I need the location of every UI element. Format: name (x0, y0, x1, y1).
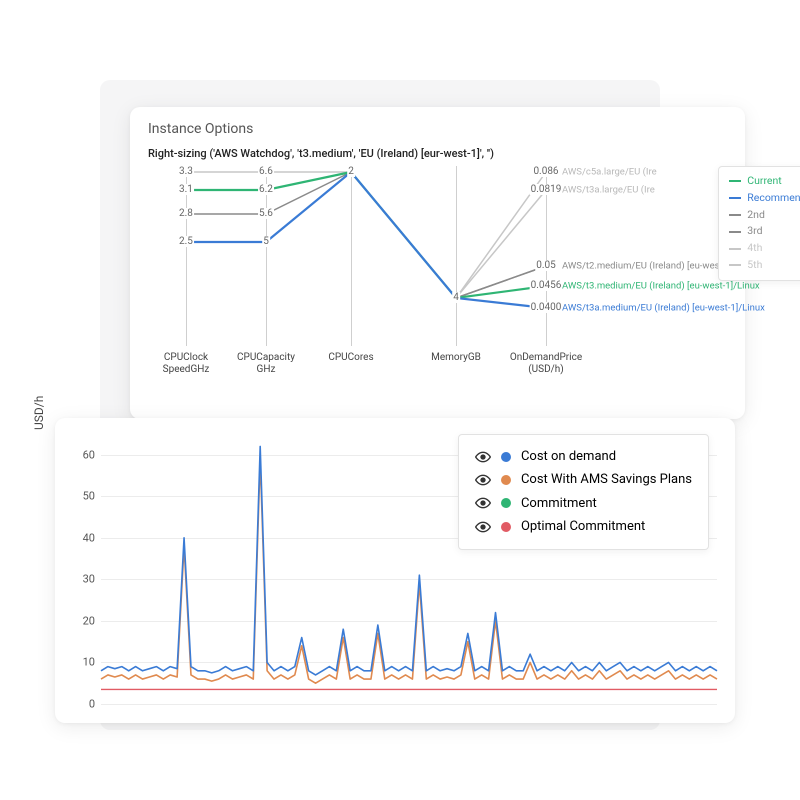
tick-label: 3.3 (178, 166, 194, 177)
tick-label: 6.6 (258, 166, 274, 177)
tick-label: 0.0819 (530, 184, 563, 195)
legend-swatch (729, 231, 741, 233)
instance-label: AWS/t3a.large/EU (Ire (562, 185, 655, 196)
legend-item[interactable]: 5th (729, 257, 800, 274)
legend-item[interactable]: Cost on demand (475, 445, 692, 468)
grid-line (101, 704, 717, 705)
legend-swatch (729, 264, 741, 266)
instance-label: AWS/c5a.large/EU (Ire (562, 167, 657, 178)
legend-item[interactable]: Current (729, 173, 800, 190)
y-tick-label: 30 (71, 573, 95, 586)
axis-label: OnDemandPrice (USD/h) (510, 352, 582, 376)
eye-icon[interactable] (475, 472, 491, 488)
instance-options-card: Instance Options Right-sizing ('AWS Watc… (130, 107, 745, 419)
y-tick-label: 40 (71, 531, 95, 544)
axis-label: CPUClock SpeedGHz (163, 352, 210, 376)
axis-line (456, 166, 457, 346)
cost-legend: Cost on demandCost With AMS Savings Plan… (458, 434, 709, 550)
legend-swatch (729, 214, 741, 216)
card-title: Instance Options (148, 121, 727, 137)
tick-label: 0.05 (535, 260, 557, 271)
tick-label: 2 (347, 166, 355, 177)
tick-label: 4 (452, 292, 460, 303)
legend-item[interactable]: Cost With AMS Savings Plans (475, 468, 692, 491)
legend-item[interactable]: Recommended (729, 190, 800, 207)
legend-label: 5th (747, 257, 762, 274)
series-line (186, 172, 546, 308)
axis-label: MemoryGB (431, 352, 481, 364)
legend-dot (501, 522, 511, 532)
legend-label: Cost With AMS Savings Plans (521, 468, 692, 491)
legend-swatch (729, 180, 741, 182)
legend-dot (501, 475, 511, 485)
legend-swatch (729, 197, 741, 199)
tick-label: 3.1 (178, 184, 194, 195)
axis-line (351, 166, 352, 346)
y-tick-label: 10 (71, 656, 95, 669)
legend-label: 4th (747, 240, 762, 257)
tick-label: 0.0400 (530, 302, 563, 313)
legend-item[interactable]: 3rd (729, 223, 800, 240)
legend-label: Current (747, 173, 781, 190)
tick-label: 0.086 (532, 166, 559, 177)
card-subtitle: Right-sizing ('AWS Watchdog', 't3.medium… (148, 147, 727, 160)
legend-swatch (729, 248, 741, 250)
legend-dot (501, 452, 511, 462)
eye-icon[interactable] (475, 519, 491, 535)
eye-icon[interactable] (475, 449, 491, 465)
instance-label: AWS/t3.medium/EU (Ireland) [eu-west-1]/L… (562, 281, 760, 292)
instance-label: AWS/t3a.medium/EU (Ireland) [eu-west-1]/… (562, 303, 765, 314)
y-tick-label: 20 (71, 614, 95, 627)
tick-label: 6.2 (258, 184, 274, 195)
legend-item[interactable]: Commitment (475, 492, 692, 515)
y-tick-label: 60 (71, 448, 95, 461)
legend-label: Optimal Commitment (521, 515, 645, 538)
cost-chart-card: 0 10 20 30 40 50 60 Cost on demandCost With AM… (55, 418, 735, 723)
tick-label: 0.0456 (530, 280, 563, 291)
tick-label: 5 (262, 236, 270, 247)
parallel-coords-chart: CPUClock SpeedGHz CPUCapacity GHz CPUCores… (156, 166, 719, 376)
axis-label: CPUCapacity GHz (237, 352, 295, 376)
y-tick-label: 0 (71, 698, 95, 711)
legend-label: 3rd (747, 223, 762, 240)
tick-label: 5.6 (258, 208, 274, 219)
tick-label: 2.8 (178, 208, 194, 219)
y-axis-label: USD/h (32, 396, 46, 430)
legend-label: Recommended (747, 190, 800, 207)
legend-item[interactable]: 2nd (729, 207, 800, 224)
legend-item[interactable]: Optimal Commitment (475, 515, 692, 538)
eye-icon[interactable] (475, 495, 491, 511)
cost-line-chart: 0102030405060 Cost on demandCost With AM… (101, 434, 717, 704)
y-tick-label: 50 (71, 490, 95, 503)
axis-label: CPUCores (328, 352, 373, 364)
tick-label: 2.5 (178, 236, 194, 247)
legend-item[interactable]: 4th (729, 240, 800, 257)
legend-label: Commitment (521, 492, 597, 515)
legend-label: 2nd (747, 207, 765, 224)
legend-label: Cost on demand (521, 445, 616, 468)
legend-dot (501, 498, 511, 508)
series-legend: CurrentRecommended2nd3rd4th5th (718, 166, 800, 281)
